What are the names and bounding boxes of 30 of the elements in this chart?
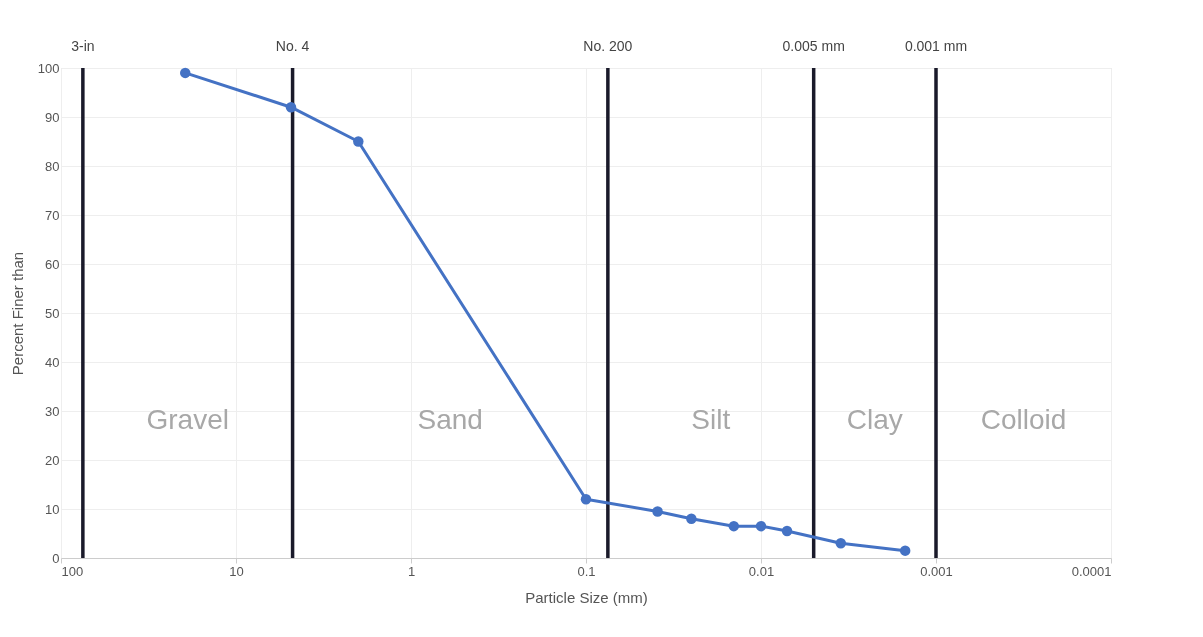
x-tick-label: 0.001 xyxy=(920,563,953,579)
annotation: Colloid xyxy=(980,403,1067,435)
x-tick-label: 0.1 xyxy=(577,563,596,579)
ref-line-label: 3-in xyxy=(71,38,95,54)
x-tick-label: 100 xyxy=(61,563,84,579)
y-tick-label: 100 xyxy=(37,60,60,76)
y-tick-label: 20 xyxy=(45,452,60,468)
x-axis-title: Particle Size (mm) xyxy=(525,588,648,606)
y-axis-title: Percent Finer than xyxy=(8,251,26,376)
x-tick-label: 10 xyxy=(229,563,244,579)
y-tick-label: 60 xyxy=(45,256,60,272)
annotation: Silt xyxy=(691,403,731,435)
y-tick-label: 30 xyxy=(45,403,60,419)
x-tick-label: 1 xyxy=(407,563,416,579)
y-tick-label: 50 xyxy=(45,305,60,321)
y-tick-label: 10 xyxy=(45,501,60,517)
y-tick-label: 90 xyxy=(45,109,60,125)
y-tick-label: 0 xyxy=(52,550,60,566)
y-tick-label: 70 xyxy=(45,207,60,223)
y-tick-label: 40 xyxy=(45,354,60,370)
ref-line-label: No. 200 xyxy=(583,38,633,54)
ref-line-label: 0.001 mm xyxy=(904,38,968,54)
annotation: Clay xyxy=(846,403,903,435)
annotation: Gravel xyxy=(146,403,229,435)
x-tick-label: 0.0001 xyxy=(1071,563,1112,579)
y-tick-label: 80 xyxy=(45,158,60,174)
ref-line-label: 0.005 mm xyxy=(782,38,845,54)
x-tick-label: 0.01 xyxy=(748,563,775,579)
ref-line-label: No. 4 xyxy=(275,38,310,54)
annotation: Sand xyxy=(417,403,483,435)
